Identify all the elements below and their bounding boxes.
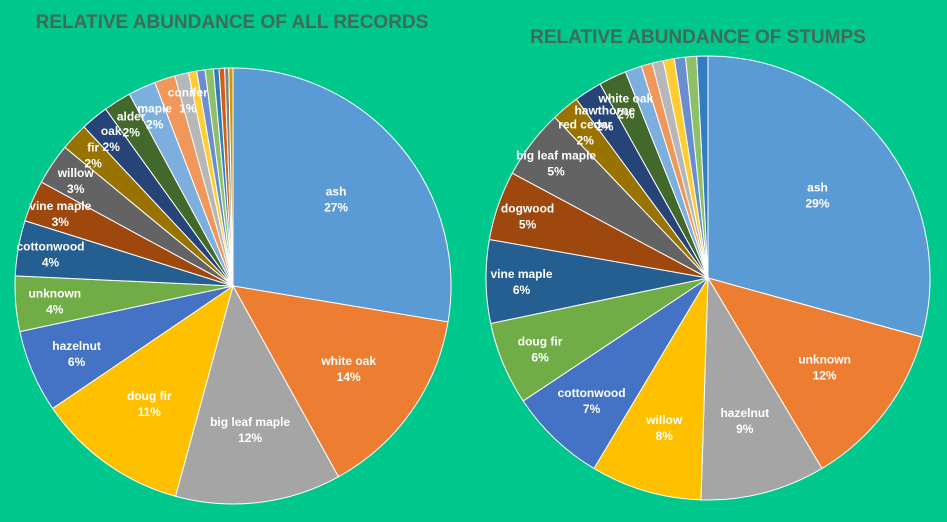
slice-category-name: alder xyxy=(117,109,146,123)
slice-label-oak: oak 2% xyxy=(101,124,122,154)
slice-category-name: oak xyxy=(101,124,122,138)
slice-percent: 5% xyxy=(547,164,565,178)
slice-percent: 12% xyxy=(813,369,837,383)
slice-labels: ash 29% unknown 12% hazelnut 9% willow 8% cotton… xyxy=(490,92,850,444)
slice-percent: 6% xyxy=(531,350,549,364)
slice-label-conifer: conifer 1% xyxy=(168,86,208,116)
slice-labels: ash 27% white oak 14% big leaf maple 12% doug … xyxy=(17,86,377,445)
slice-percent: 14% xyxy=(337,370,361,384)
slice-category-name: fir xyxy=(87,141,99,155)
slice-percent: 2% xyxy=(123,125,141,139)
slice-label-fir: fir 2% xyxy=(85,141,103,171)
slice-label-hawthorne: hawthorne 2% xyxy=(574,103,635,133)
pie-slice-white-oak[interactable] xyxy=(232,285,449,478)
slice-percent: 27% xyxy=(324,201,348,215)
pie-slice-hazelnut[interactable] xyxy=(700,276,823,501)
slice-label-doug-fir: doug fir 6% xyxy=(518,334,563,364)
slice-percent: 6% xyxy=(68,355,86,369)
chart-title-all-records: RELATIVE ABUNDANCE OF ALL RECORDS xyxy=(36,12,429,33)
slice-category-name: willow xyxy=(57,166,95,180)
pie-slice-willow[interactable] xyxy=(593,276,709,501)
slice-percent: 6% xyxy=(513,283,531,297)
slice-category-name: cottonwood xyxy=(558,386,626,400)
slice-percent: 29% xyxy=(805,197,829,211)
slice-percent: 7% xyxy=(583,402,601,416)
slice-category-name: ash xyxy=(807,181,828,195)
slice-label-big-leaf-maple: big leaf maple 12% xyxy=(210,415,290,445)
slice-category-name: hazelnut xyxy=(720,406,769,420)
slice-label-doug-fir: doug fir 11% xyxy=(127,389,172,419)
pie-chart-stumps: ash 29% unknown 12% hazelnut 9% willow 8% cotton… xyxy=(485,55,931,501)
slice-percent: 2% xyxy=(103,140,121,154)
slice-label-red-cedar: red cedar 2% xyxy=(558,118,612,148)
slice-percent: 3% xyxy=(52,215,70,229)
slice-label-big-leaf-maple: big leaf maple 5% xyxy=(516,148,596,178)
slice-percent: 9% xyxy=(736,422,754,436)
slice-percent: 4% xyxy=(46,303,64,317)
slice-category-name: maple xyxy=(137,102,172,116)
slice-category-name: hawthorne xyxy=(574,103,635,117)
slice-label-hazelnut: hazelnut 6% xyxy=(52,339,101,369)
slice-label-ash: ash 29% xyxy=(805,181,829,211)
slice-percent: 3% xyxy=(67,182,85,196)
pie-slice-doug-fir[interactable] xyxy=(51,284,234,497)
slice-label-willow: willow 3% xyxy=(57,166,95,196)
slice-percent: 1% xyxy=(179,102,197,116)
slice-category-name: dogwood xyxy=(501,202,554,216)
chart-title-stumps: RELATIVE ABUNDANCE OF STUMPS xyxy=(530,27,866,48)
slice-category-name: red cedar xyxy=(558,118,612,132)
slice-label-cottonwood: cottonwood 4% xyxy=(17,240,85,270)
slice-label-dogwood: dogwood 5% xyxy=(501,202,554,232)
slice-category-name: conifer xyxy=(168,86,208,100)
slice-label-vine-maple: vine maple 6% xyxy=(490,267,552,297)
pie-chart-all-records: ash 27% white oak 14% big leaf maple 12% doug … xyxy=(14,67,452,505)
slice-percent: 11% xyxy=(138,405,162,419)
slice-label-vine-maple: vine maple 3% xyxy=(29,199,91,229)
slice-label-white-oak: white oak 2% xyxy=(598,92,654,122)
slice-percent: 2% xyxy=(85,157,103,171)
slice-percent: 2% xyxy=(617,108,635,122)
slice-category-name: vine maple xyxy=(29,199,91,213)
slice-percent: 2% xyxy=(577,134,595,148)
slice-category-name: unknown xyxy=(798,353,851,367)
slice-percent: 8% xyxy=(656,429,674,443)
pie-slice-ash[interactable] xyxy=(232,67,452,323)
slice-category-name: cottonwood xyxy=(17,240,85,254)
slice-percent: 2% xyxy=(596,119,614,133)
pie-slice-other-18[interactable] xyxy=(696,55,709,279)
slice-category-name: ash xyxy=(326,185,347,199)
slice-label-maple: maple 2% xyxy=(137,102,172,132)
slice-label-hazelnut: hazelnut 9% xyxy=(720,406,769,436)
slice-category-name: big leaf maple xyxy=(210,415,290,429)
slice-percent: 5% xyxy=(519,218,537,232)
slice-category-name: big leaf maple xyxy=(516,148,596,162)
slice-category-name: willow xyxy=(645,413,683,427)
slice-category-name: hazelnut xyxy=(52,339,101,353)
slice-percent: 2% xyxy=(146,118,164,132)
slice-category-name: unknown xyxy=(28,287,81,301)
slice-label-unknown: unknown 4% xyxy=(28,287,81,317)
slice-label-white-oak: white oak 14% xyxy=(320,354,376,384)
slice-label-cottonwood: cottonwood 7% xyxy=(558,386,626,416)
pie-slice-big-leaf-maple[interactable] xyxy=(174,284,340,505)
slice-label-ash: ash 27% xyxy=(324,185,348,215)
slice-category-name: vine maple xyxy=(490,267,552,281)
slice-label-willow: willow 8% xyxy=(645,413,683,443)
slice-category-name: white oak xyxy=(598,92,654,106)
slice-category-name: white oak xyxy=(320,354,376,368)
slice-label-alder: alder 2% xyxy=(117,109,146,139)
pie-slice-unknown[interactable] xyxy=(706,277,923,470)
slice-label-unknown: unknown 12% xyxy=(798,353,851,383)
slice-category-name: doug fir xyxy=(518,334,563,348)
slice-percent: 12% xyxy=(238,431,262,445)
pie-slice-other-21[interactable] xyxy=(228,67,234,287)
pie-slice-ash[interactable] xyxy=(707,55,931,338)
slice-category-name: doug fir xyxy=(127,389,172,403)
slice-percent: 4% xyxy=(42,256,60,270)
